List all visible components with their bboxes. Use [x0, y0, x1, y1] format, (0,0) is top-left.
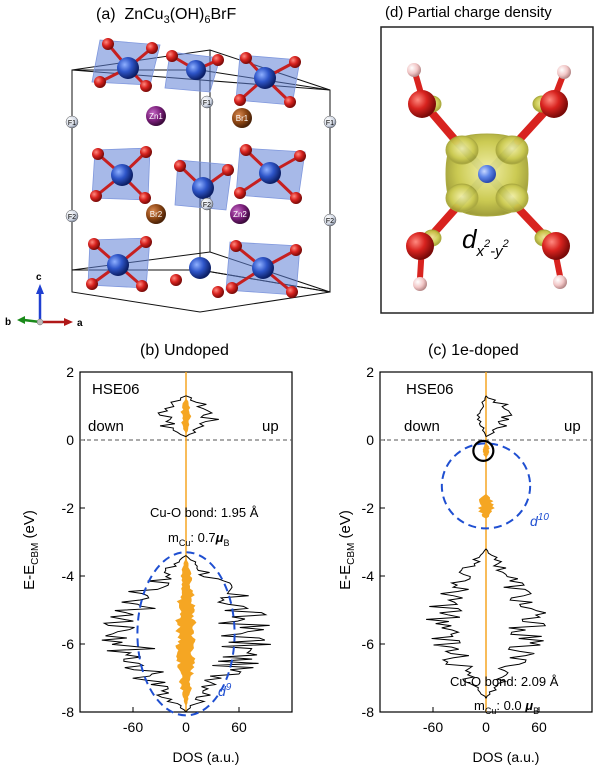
- d9-ellipse: [136, 551, 236, 717]
- dos-projected-fill: [180, 398, 192, 435]
- f1-label-left: F1: [68, 120, 76, 127]
- y-tick-label: -4: [62, 568, 75, 584]
- x-tick-label: 0: [182, 719, 190, 735]
- panel-c-title: (c) 1e-doped: [428, 342, 519, 359]
- highlight-circle: [472, 439, 495, 462]
- dos-projected-fill: [477, 493, 495, 519]
- y-tick-label: -4: [362, 568, 375, 584]
- dos-total-curve: [157, 395, 187, 438]
- panel-a-title: (a) ZnCu3(OH)6BrF: [96, 6, 236, 26]
- f1-label-right: F1: [326, 120, 334, 127]
- y-axis-title: E-ECBM (eV): [21, 510, 41, 590]
- orbital-d10-label: d10: [530, 512, 549, 529]
- br2-label: Br2: [150, 210, 163, 219]
- y-tick-label: -6: [62, 636, 75, 652]
- dos-total-curve: [485, 548, 547, 699]
- y-tick-label: 0: [66, 432, 74, 448]
- axis-c-label: c: [36, 272, 42, 283]
- svg-text:E-ECBM (eV): E-ECBM (eV): [21, 510, 41, 590]
- method-label: HSE06: [406, 381, 454, 398]
- y-tick-label: -2: [62, 500, 75, 516]
- dos-total-curve: [476, 395, 487, 437]
- x-tick-label: 60: [531, 719, 547, 735]
- bond-annotation: Cu-O bond: 1.95 Å: [150, 505, 259, 520]
- dos-total-curve: [101, 555, 187, 713]
- panel-b-title: (b) Undoped: [140, 342, 229, 359]
- zn-br-atoms: Zn1 Br1 Br2 Zn2: [146, 106, 252, 224]
- partial-charge-density: dx2-y2: [380, 26, 594, 314]
- panel-d-title: (d) Partial charge density: [385, 4, 552, 21]
- orbital-d9-label: d9: [218, 682, 232, 699]
- dos-total-curve: [185, 395, 219, 438]
- f2-label-left: F2: [68, 214, 76, 221]
- dos-projected-fill: [482, 442, 490, 458]
- down-label: down: [404, 418, 440, 435]
- up-label: up: [564, 418, 581, 435]
- bond-annotation: Cu-O bond: 2.09 Å: [450, 674, 559, 689]
- formula: ZnCu3(OH)6BrF: [124, 6, 237, 27]
- x-axis-title: DOS (a.u.): [173, 749, 240, 765]
- dos-chart-undoped: E-ECBM (eV) 20-2-4-6-8-60 0 60 HSE06 down …: [21, 364, 293, 765]
- y-tick-label: 0: [366, 432, 374, 448]
- dos-total-curve: [185, 555, 271, 713]
- down-label: down: [88, 418, 124, 435]
- y-tick-label: -8: [362, 704, 375, 720]
- orbital-label: dx2-y2: [462, 224, 509, 260]
- x-tick-label: -60: [123, 719, 143, 735]
- cu-atom-center: [478, 165, 496, 183]
- o-atoms: [86, 38, 306, 298]
- f2-label-mid: F2: [203, 202, 211, 209]
- br1-label: Br1: [236, 114, 249, 123]
- d10-ellipse: [440, 442, 532, 530]
- y-tick-label: 2: [66, 364, 74, 380]
- f-atoms: F1 F1 F1 F2 F2 F2: [65, 95, 337, 227]
- dos-projected-fill: [175, 558, 197, 707]
- crystal-structure: F1 F1 F1 F2 F2 F2 Zn1 Br1 Br2 Zn2 c a b: [5, 38, 337, 329]
- axis-triad: c a b: [5, 272, 83, 329]
- f2-label-right: F2: [326, 218, 334, 225]
- o-atoms-d: [406, 90, 570, 260]
- f1-label-mid: F1: [203, 100, 211, 107]
- cu-atoms: [107, 57, 281, 279]
- svg-text:E-ECBM (eV): E-ECBM (eV): [337, 510, 357, 590]
- zn1-label: Zn1: [149, 112, 163, 121]
- dos-total-curve: [426, 548, 487, 699]
- y-tick-label: -8: [62, 704, 75, 720]
- moment-annotation: mCu: 0.0 μB: [474, 698, 539, 716]
- x-axis-title: DOS (a.u.): [473, 749, 540, 765]
- dos-total-curve: [485, 395, 513, 438]
- dos-chart-doped: E-ECBM (eV) 20-2-4-6-8-60 0 60 HSE06 down …: [337, 364, 593, 765]
- y-tick-label: 2: [366, 364, 374, 380]
- axis-a-label: a: [77, 318, 83, 329]
- y-tick-label: -2: [362, 500, 375, 516]
- y-tick-label: -6: [362, 636, 375, 652]
- moment-annotation: mCu: 0.7μB: [168, 530, 230, 548]
- panel-a-label: (a): [96, 6, 116, 23]
- x-tick-label: 60: [231, 719, 247, 735]
- h-atoms: [407, 63, 571, 291]
- y-axis-title: E-ECBM (eV): [337, 510, 357, 590]
- x-tick-label: 0: [482, 719, 490, 735]
- x-tick-label: -60: [423, 719, 443, 735]
- zn2-label: Zn2: [233, 210, 247, 219]
- axis-b-label: b: [5, 317, 11, 328]
- up-label: up: [262, 418, 279, 435]
- method-label: HSE06: [92, 381, 140, 398]
